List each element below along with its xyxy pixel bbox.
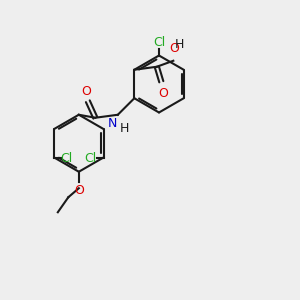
Text: O: O (74, 184, 84, 197)
Text: Cl: Cl (85, 152, 97, 166)
Text: Cl: Cl (61, 152, 73, 166)
Text: O: O (169, 42, 179, 55)
Text: Cl: Cl (153, 36, 165, 49)
Text: H: H (175, 38, 184, 51)
Text: O: O (158, 87, 168, 100)
Text: N: N (107, 117, 117, 130)
Text: H: H (120, 122, 129, 135)
Text: O: O (81, 85, 91, 98)
